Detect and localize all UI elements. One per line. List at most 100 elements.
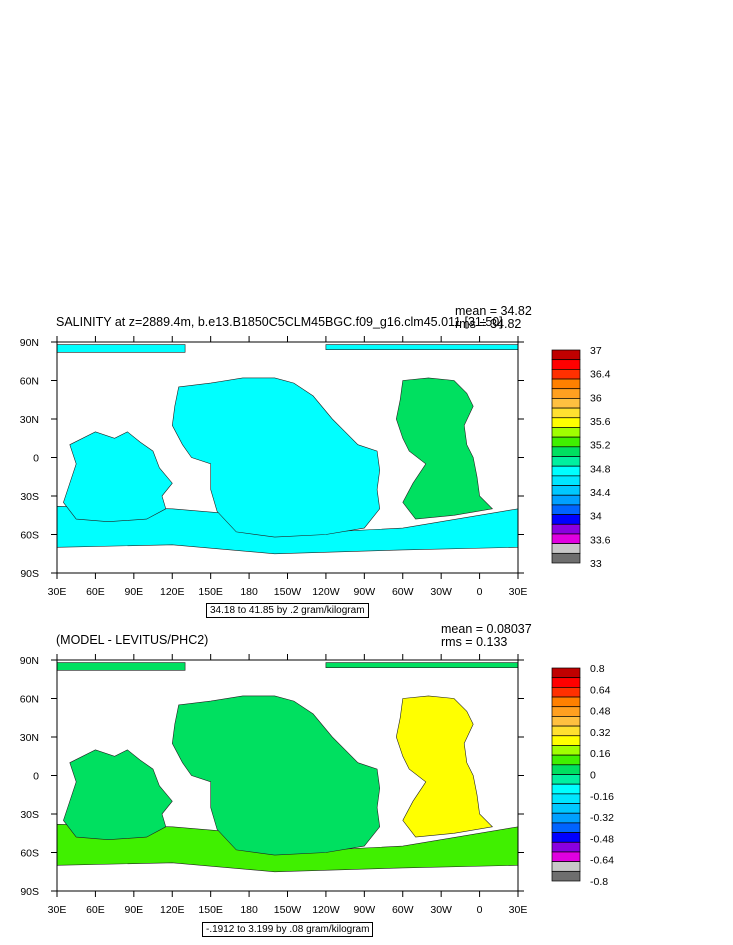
panel1-colorbar-box <box>551 485 581 496</box>
panel1-colorbar-label: 35.2 <box>590 440 611 452</box>
panel2-title: (MODEL - LEVITUS/PHC2) <box>56 633 209 647</box>
panel1-colorbar-label: 36 <box>590 392 602 404</box>
panel2-colorbar-box <box>551 754 581 766</box>
panel2-colorbar-box <box>551 706 581 717</box>
panel1-x-tick-label: 60E <box>86 586 105 598</box>
panel2-colorbar-box <box>551 725 581 737</box>
panel1-mean: mean = 34.82 <box>455 304 532 318</box>
panel1-colorbar-box <box>551 369 581 380</box>
panel1-colorbar-label: 37 <box>590 345 602 357</box>
panel2-colorbar-box <box>551 716 581 727</box>
panel2-x-tick-label: 150E <box>198 904 223 916</box>
panel2-x-tick-label: 30E <box>509 904 528 916</box>
panel2-y-tick-label: 90S <box>20 886 39 898</box>
panel1-colorbar-box <box>551 514 581 525</box>
panel2-colorbar-box <box>551 812 581 824</box>
panel2-colorbar-box <box>551 783 581 795</box>
panel2-x-tick-label: 0 <box>477 904 483 916</box>
panel2-colorbar-label: -0.8 <box>590 876 608 888</box>
panel1-indian <box>63 431 173 523</box>
panel2-x-tick-label: 90W <box>354 904 376 916</box>
panel2-x-tick-label: 120W <box>312 904 340 916</box>
panel1-atlantic <box>395 377 494 520</box>
panel2-colorbar-label: 0.8 <box>590 663 605 675</box>
panel1-x-tick-label: 0 <box>477 586 483 598</box>
panel2-colorbar-box <box>551 832 581 843</box>
panel2-colorbar-box <box>551 803 581 814</box>
panel1-colorbar-box <box>551 523 581 535</box>
panel2-colorbar-box <box>551 735 581 746</box>
panel1-ticks: 30E 60E 90E 120E 150E 180 150W 120W 90W 60W 30W 0 30… <box>20 336 614 916</box>
panel1-y-tick-label: 30S <box>20 491 39 503</box>
panel2-colorbar-label: -0.32 <box>590 812 614 824</box>
panel2-y-tick-label: 30N <box>20 732 39 744</box>
panel1-colorbar-box <box>551 465 581 477</box>
panel1-x-tick-label: 90W <box>354 586 376 598</box>
panel1-map-fill <box>56 344 519 873</box>
panel1-x-tick-label: 30E <box>48 586 67 598</box>
panel1-colorbar-box <box>551 388 581 399</box>
panel2-colorbar-label: -0.64 <box>590 855 614 867</box>
panel2-subtitle: -.1912 to 3.199 by .08 gram/kilogram <box>202 922 374 937</box>
panel1-x-tick-label: 30E <box>509 586 528 598</box>
panel2-x-tick-label: 60W <box>392 904 414 916</box>
panel2-colorbar-box <box>551 667 581 679</box>
panel1-x-tick-label: 150E <box>198 586 223 598</box>
panel1-y-tick-label: 30N <box>20 414 39 426</box>
panel2-colorbar-box <box>551 696 581 708</box>
panel2-colorbar-box <box>551 870 581 882</box>
panel1-x-tick-label: 120E <box>160 586 185 598</box>
panel2-x-tick-label: 30E <box>48 904 67 916</box>
panel2-colorbar-box <box>551 851 581 862</box>
panel2-mean: mean = 0.08037 <box>441 622 532 636</box>
panel2-y-tick-label: 60S <box>20 848 39 860</box>
panel2-atlantic <box>395 695 494 838</box>
panel1-y-tick-label: 60N <box>20 376 39 388</box>
panel1-x-tick-label: 180 <box>240 586 258 598</box>
panel1-colorbar-box <box>551 552 581 564</box>
panel1-colorbar-box <box>551 378 581 390</box>
panel1-colorbar-box <box>551 407 581 419</box>
panel1-arctic-a <box>56 344 186 353</box>
panel1-y-tick-label: 90S <box>20 568 39 580</box>
panel1-colorbar-box <box>551 446 581 457</box>
panel2-y-tick-label: 30S <box>20 809 39 821</box>
panel2-pacific <box>171 695 381 856</box>
panel2-colorbar-label: 0 <box>590 770 596 782</box>
panel2-x-tick-label: 60E <box>86 904 105 916</box>
panel1-colorbar-box <box>551 427 581 438</box>
panel1-y-tick-label: 60S <box>20 530 39 542</box>
panel1-colorbar-box <box>551 417 581 428</box>
panel1-title: SALINITY at z=2889.4m, b.e13.B1850C5CLM4… <box>56 315 503 329</box>
panel2-x-tick-label: 150W <box>274 904 302 916</box>
panel1-colorbar-label: 34.4 <box>590 487 611 499</box>
panel2-colorbar-label: 0.32 <box>590 727 611 739</box>
panel2-x-tick-label: 90E <box>124 904 143 916</box>
panel2-colorbar-box <box>551 677 581 688</box>
panel2-arctic-b <box>325 662 519 668</box>
panel1-pacific <box>171 377 381 538</box>
panel1-x-tick-label: 120W <box>312 586 340 598</box>
panel2-colorbar-box <box>551 745 581 756</box>
panel1-colorbar-box <box>551 475 581 486</box>
panel1-colorbar-box <box>551 359 581 370</box>
panel2-y-tick-label: 0 <box>33 771 39 783</box>
panel1-rms: rms = 34.82 <box>455 317 522 331</box>
panel2-x-tick-label: 180 <box>240 904 258 916</box>
panel1-colorbar-label: 35.6 <box>590 416 611 428</box>
panel1-colorbar-label: 33.6 <box>590 534 611 546</box>
panel1-colorbar-box <box>551 504 581 515</box>
panel1-x-tick-label: 90E <box>124 586 143 598</box>
panel1-subtitle: 34.18 to 41.85 by .2 gram/kilogram <box>206 603 369 618</box>
panel1-y-tick-label: 90N <box>20 337 39 349</box>
panel2-colorbar-box <box>551 687 581 698</box>
panel1-colorbar-box <box>551 436 581 448</box>
panel1-x-tick-label: 60W <box>392 586 414 598</box>
panel2-y-tick-label: 60N <box>20 694 39 706</box>
panel1-arctic-b <box>325 344 519 350</box>
panel2-colorbar-label: 0.64 <box>590 684 611 696</box>
panel2-indian <box>63 749 173 841</box>
panel1-colorbar-box <box>551 494 581 506</box>
panel2-rms: rms = 0.133 <box>441 635 508 649</box>
